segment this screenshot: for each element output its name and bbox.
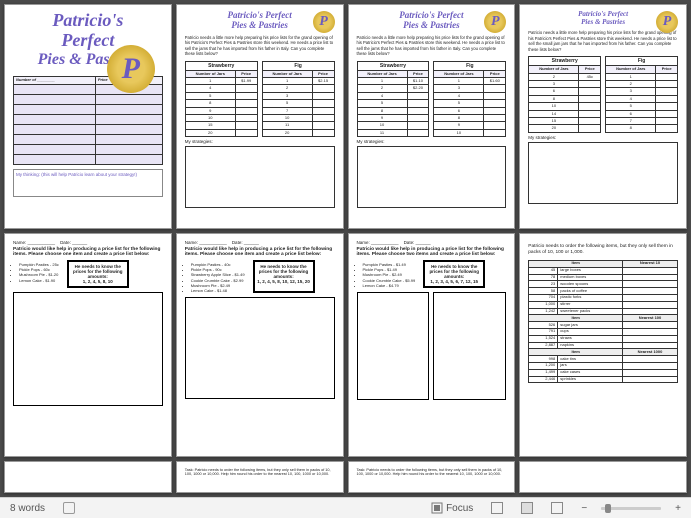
amounts-callout: He needs to know the prices for the foll… [67, 260, 129, 288]
amounts-callout: He needs to know the prices for the foll… [423, 260, 485, 288]
thinking-note: My thinking: (this will help Patricio le… [13, 169, 163, 197]
page-thumb-4[interactable]: P Patricio's Perfect Pies & Pastries Pat… [519, 4, 687, 229]
print-layout-icon [521, 502, 533, 514]
read-icon [491, 502, 503, 514]
rounding-table: ItemNearest 10 45large boxes78medium box… [528, 260, 678, 383]
word-count[interactable]: 8 words [6, 498, 49, 518]
intro-text: Patricio needs a little more help prepar… [185, 35, 335, 57]
work-area [185, 297, 335, 399]
page-thumb-10[interactable]: Task: Patricio needs to order the follow… [176, 461, 344, 493]
read-mode-button[interactable] [487, 498, 507, 518]
strategies-box [357, 146, 507, 208]
amounts-callout: He needs to know the prices for the foll… [253, 260, 315, 293]
brand-logo: P [313, 11, 335, 33]
zoom-out-button[interactable]: − [577, 498, 591, 518]
page-thumb-5[interactable]: Name: ___________ Date: ______ Patricio … [4, 233, 172, 458]
print-layout-button[interactable] [517, 498, 537, 518]
page-thumb-9[interactable] [4, 461, 172, 493]
brand-title-line1: Patricio's [13, 11, 163, 31]
jam-tables: Strawberry Number of JarsPrice245c368101… [528, 56, 678, 133]
strategies-box [528, 142, 678, 204]
web-layout-icon [551, 502, 563, 514]
page-thumb-11[interactable]: Task: Patricio needs to order the follow… [348, 461, 516, 493]
web-layout-button[interactable] [547, 498, 567, 518]
focus-mode-button[interactable]: Focus [427, 498, 477, 518]
language-indicator[interactable] [59, 498, 79, 518]
document-thumbnail-grid[interactable]: P Patricio's Perfect Pies & Pastries Num… [0, 0, 691, 497]
zoom-slider[interactable] [601, 507, 661, 510]
work-area-split [357, 292, 507, 400]
page-thumb-7[interactable]: Name: ___________ Date: ______ Patricio … [348, 233, 516, 458]
zoom-in-button[interactable]: + [671, 498, 685, 518]
page-thumb-6[interactable]: Name: ___________ Date: ______ Patricio … [176, 233, 344, 458]
brand-logo: P [656, 11, 678, 33]
focus-icon [431, 502, 443, 514]
page-thumb-1[interactable]: P Patricio's Perfect Pies & Pastries Num… [4, 4, 172, 229]
page-thumb-2[interactable]: P Patricio's Perfect Pies & Pastries Pat… [176, 4, 344, 229]
jam-tables: Strawberry Number of JarsPrice1$1.994589… [185, 61, 335, 138]
item-list: Pumpkin Pasties - 25cPickle Pops - 60cMu… [19, 262, 59, 288]
page-thumb-12[interactable] [519, 461, 687, 493]
work-area [13, 292, 163, 406]
strategies-box [185, 146, 335, 208]
item-list: Pumpkin Pasties - $1.49Pickle Pops - $1.… [363, 262, 416, 288]
page-thumb-8[interactable]: Patricio needs to order the following it… [519, 233, 687, 458]
jam-tables: Strawberry Number of JarsPrice1$1.102$2.… [357, 61, 507, 138]
brand-logo: P [107, 45, 155, 93]
item-list: Pumpkin Pasties - 40cPickle Pops - 90cSt… [191, 262, 245, 293]
status-bar: 8 words Focus − + [0, 497, 691, 518]
page-thumb-3[interactable]: P Patricio's Perfect Pies & Pastries Pat… [348, 4, 516, 229]
